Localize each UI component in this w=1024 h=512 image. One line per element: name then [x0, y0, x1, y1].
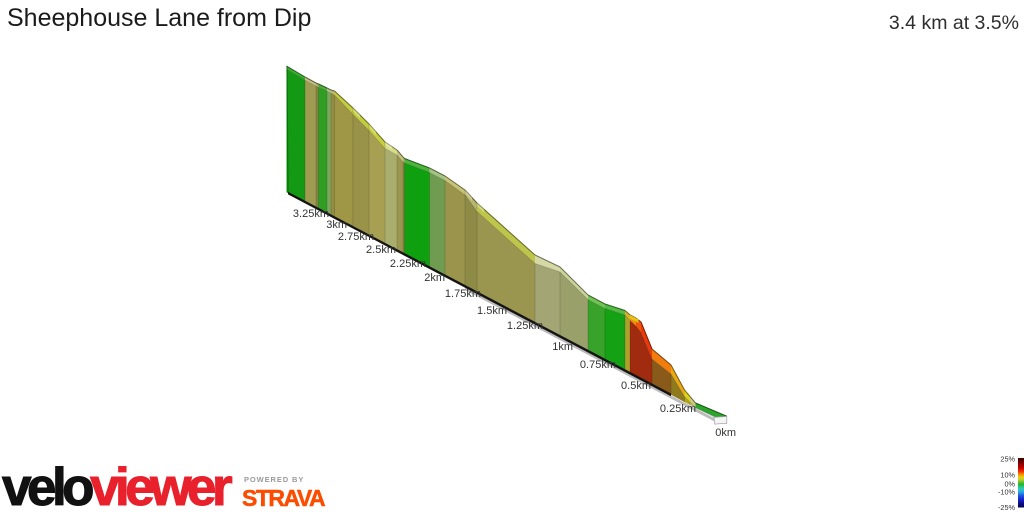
- svg-text:2km: 2km: [424, 272, 445, 284]
- svg-text:1km: 1km: [552, 341, 573, 353]
- svg-text:0.5km: 0.5km: [621, 380, 651, 392]
- svg-text:0.25km: 0.25km: [660, 403, 696, 415]
- svg-text:2.25km: 2.25km: [390, 258, 426, 270]
- svg-text:1.5km: 1.5km: [477, 305, 507, 317]
- svg-text:0km: 0km: [715, 427, 736, 439]
- svg-text:0.75km: 0.75km: [580, 359, 616, 371]
- svg-text:3km: 3km: [326, 219, 347, 231]
- svg-text:10%: 10%: [1000, 471, 1015, 480]
- svg-text:1.25km: 1.25km: [507, 320, 543, 332]
- svg-text:2.5km: 2.5km: [366, 244, 396, 256]
- svg-text:-10%: -10%: [998, 488, 1016, 497]
- svg-text:-25%: -25%: [998, 503, 1016, 512]
- svg-text:0%: 0%: [1004, 480, 1015, 489]
- svg-text:25%: 25%: [1000, 455, 1015, 464]
- svg-text:2.75km: 2.75km: [338, 231, 374, 243]
- svg-text:1.75km: 1.75km: [445, 288, 481, 300]
- svg-text:3.25km: 3.25km: [293, 208, 329, 220]
